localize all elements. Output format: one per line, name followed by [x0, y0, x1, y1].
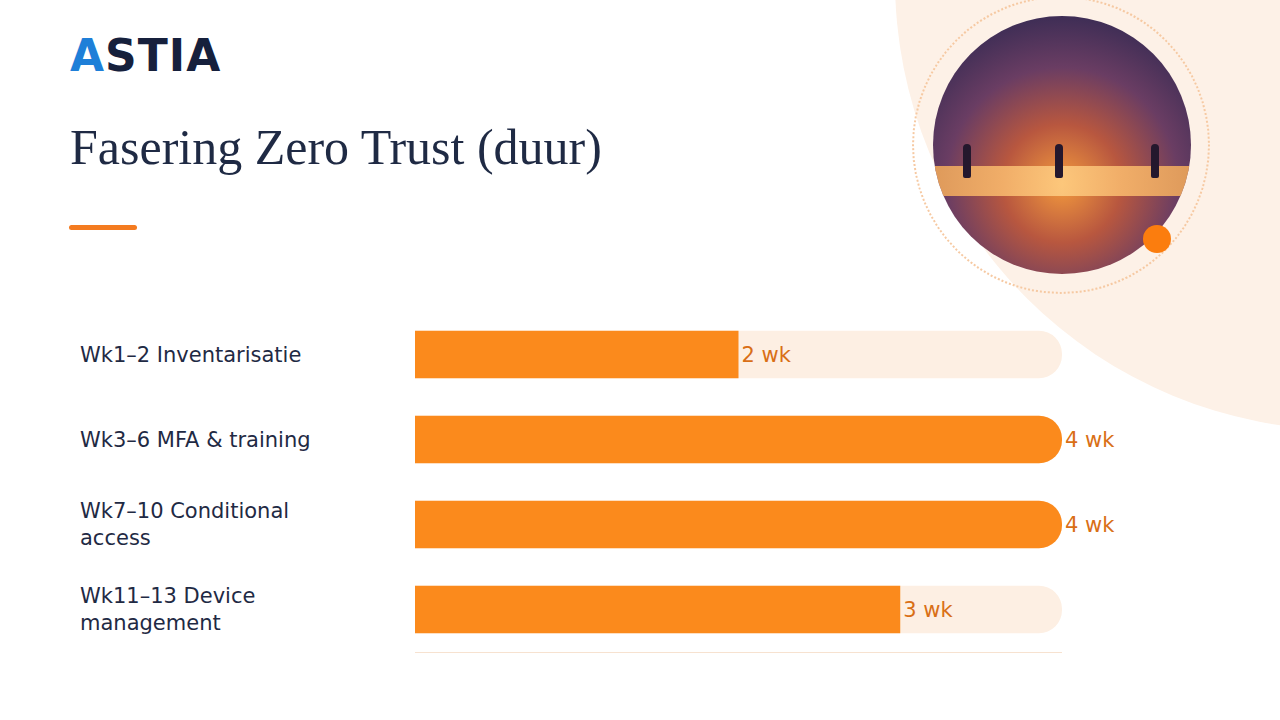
svg-text:Wk7–10 Conditionalaccess: Wk7–10 Conditionalaccess: [80, 499, 289, 550]
svg-text:3 wk: 3 wk: [903, 598, 953, 622]
svg-text:2 wk: 2 wk: [742, 343, 792, 367]
svg-text:Wk3–6 MFA & training: Wk3–6 MFA & training: [80, 428, 311, 452]
svg-text:4 wk: 4 wk: [1065, 428, 1115, 452]
svg-text:Wk1–2 Inventarisatie: Wk1–2 Inventarisatie: [80, 343, 301, 367]
svg-text:Wk11–13 Devicemanagement: Wk11–13 Devicemanagement: [80, 584, 255, 635]
html-text:A STIA: A STIA: [70, 30, 222, 81]
html-text:Fasering Zero Trust (duur): Fasering Zero Trust (duur): [70, 119, 602, 175]
svg-text:4 wk: 4 wk: [1065, 513, 1115, 537]
